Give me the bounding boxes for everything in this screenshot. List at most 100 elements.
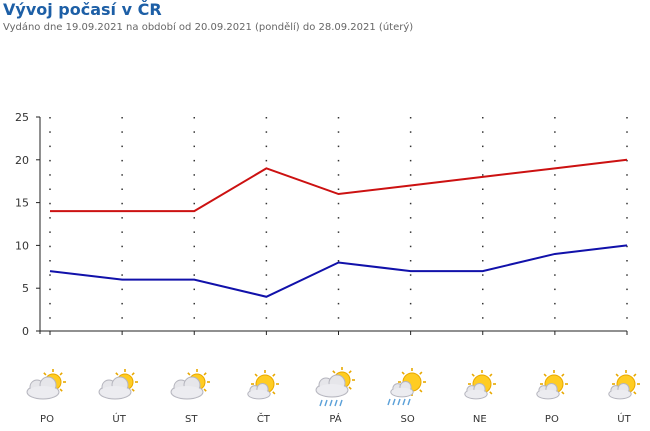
grid-dot [121,288,123,291]
grid-dot [409,174,412,176]
grid-dot [121,274,123,276]
grid-dot [121,188,123,190]
y-tick-label: 25 [15,111,29,124]
grid-dot [482,145,484,148]
grid-dot [554,274,556,276]
grid-dot [554,231,556,233]
grid-dot [49,217,51,219]
grid-dot [554,117,556,119]
grid-dot [337,302,340,305]
grid-dot [193,131,195,133]
grid-dot [265,260,268,262]
grid-dot [49,274,51,276]
grid-dot [409,317,412,319]
grid-dot [337,202,340,205]
partly-cloudy-icon [91,369,147,414]
grid-dot [337,145,340,148]
grid-dot [626,174,628,176]
grid-dot [482,317,484,319]
grid-dot [409,202,412,205]
grid-dot [49,231,51,233]
grid-dot [482,302,484,305]
grid-dot [482,260,484,262]
grid-dot [265,231,268,233]
grid-dot [409,231,412,233]
grid-dot [482,231,484,233]
grid-dot [554,302,556,305]
y-tick-label: 20 [15,154,29,167]
grid-dot [121,174,123,176]
day-label: PO [40,414,54,425]
grid-dot [626,317,628,319]
grid-dot [49,131,51,133]
grid-dot [482,159,484,162]
forecast-day-icon [452,366,508,414]
grid-dot [554,202,556,205]
sun-cloud-drizzle-icon [380,368,436,414]
grid-dot [626,145,628,148]
forecast-day-icon [596,366,650,414]
grid-dot [49,145,51,148]
grid-dot [626,117,628,119]
grid-dot [193,317,195,319]
grid-dot [626,188,628,190]
grid-dot [482,245,484,248]
grid-dot [337,231,340,233]
grid-dot [409,131,412,133]
grid-dot [121,202,123,205]
grid-dot [265,245,268,248]
sun-small-cloud-icon [452,370,508,414]
forecast-day-icon [91,366,147,414]
grid-dot [49,302,51,305]
grid-dot [121,217,123,219]
day-label: SO [400,414,415,425]
grid-dot [49,159,51,162]
grid-dot [554,188,556,190]
grid-dot [265,174,268,176]
grid-dot [554,174,556,176]
grid-dot [121,231,123,233]
grid-dot [554,217,556,219]
grid-dot [482,274,484,276]
grid-dot [121,145,123,148]
grid-dot [265,217,268,219]
grid-dot [482,202,484,205]
grid-dot [121,260,123,262]
grid-dot [193,245,195,248]
grid-dot [482,188,484,190]
grid-dot [409,159,412,162]
forecast-day-icon [235,366,291,414]
grid-dot [265,317,268,319]
grid-dot [554,131,556,133]
grid-dot [409,274,412,276]
grid-dot [554,317,556,319]
grid-dot [49,317,51,319]
grid-dot [121,131,123,133]
y-tick-label: 5 [22,282,29,295]
grid-dot [49,260,51,262]
grid-dot [193,159,195,162]
grid-dot [482,117,484,119]
grid-dot [265,288,268,291]
grid-dot [265,302,268,305]
grid-dot [626,202,628,205]
grid-dot [193,302,195,305]
grid-dot [409,145,412,148]
grid-dot [626,245,628,248]
grid-dot [409,302,412,305]
forecast-day-icon [524,366,580,414]
grid-dot [193,174,195,176]
grid-dot [49,188,51,190]
sun-small-cloud-icon [596,370,650,414]
grid-dot [121,245,123,248]
grid-dot [265,159,268,162]
grid-dot [626,260,628,262]
grid-dot [121,317,123,319]
grid-dot [337,274,340,276]
day-label: ÚT [617,414,631,425]
grid-dot [49,245,51,248]
day-label: ÚT [112,414,126,425]
grid-dot [409,188,412,190]
grid-dot [626,302,628,305]
